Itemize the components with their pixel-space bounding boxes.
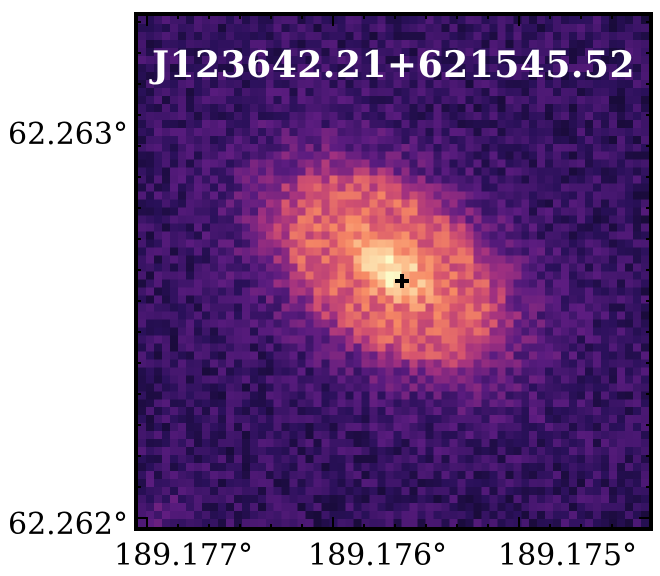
x-tick-label-middle: 189.176°	[308, 538, 448, 573]
y-tick-label-bottom: 62.262°	[8, 507, 128, 542]
galaxy-image	[138, 16, 649, 527]
x-tick-label-right: 189.175°	[498, 538, 638, 573]
x-tick-label-left: 189.177°	[114, 538, 254, 573]
y-tick-label-top: 62.263°	[8, 117, 128, 152]
galaxy-image-panel: J123642.21+621545.52	[134, 12, 653, 531]
